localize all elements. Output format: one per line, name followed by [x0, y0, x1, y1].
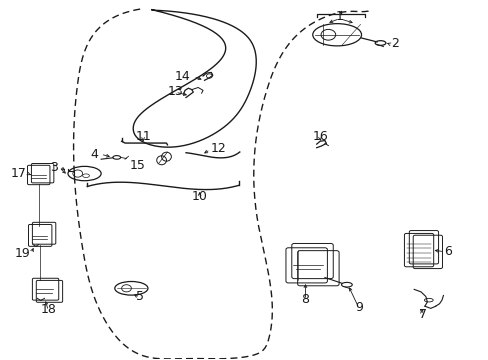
Text: 2: 2	[390, 36, 398, 50]
Text: 16: 16	[311, 130, 327, 144]
Text: 11: 11	[135, 130, 151, 143]
Text: 6: 6	[444, 245, 451, 258]
Text: 10: 10	[191, 190, 207, 203]
Text: 1: 1	[335, 10, 343, 23]
Text: 14: 14	[175, 70, 190, 83]
Text: 17: 17	[10, 167, 26, 180]
Text: 19: 19	[14, 247, 30, 260]
Text: 5: 5	[135, 290, 143, 303]
Text: 13: 13	[167, 85, 183, 98]
Text: 8: 8	[301, 293, 309, 306]
Text: 15: 15	[130, 159, 146, 172]
Text: 4: 4	[90, 148, 98, 161]
Text: 18: 18	[41, 303, 56, 316]
Text: 3: 3	[50, 161, 58, 174]
Text: 7: 7	[418, 308, 426, 321]
Text: 12: 12	[210, 142, 225, 155]
Text: 9: 9	[354, 301, 362, 314]
